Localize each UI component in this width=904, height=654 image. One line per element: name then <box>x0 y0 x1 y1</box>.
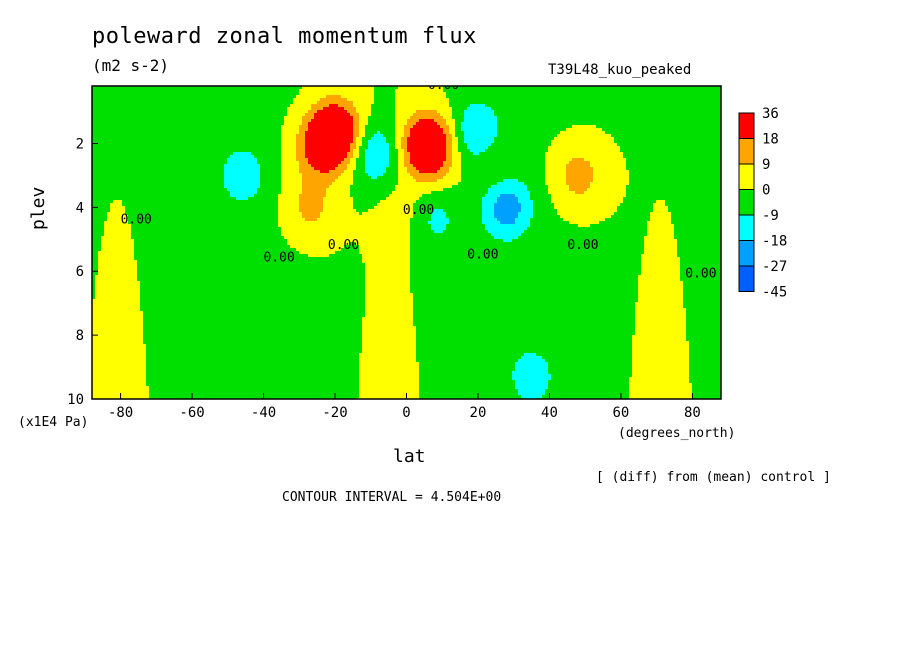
colorbar-swatch <box>739 190 754 216</box>
colorbar: 36 18 9 0 -9 -18 -27 -45 <box>739 106 787 301</box>
x-tick-label: 20 <box>470 405 487 421</box>
colorbar-label: 18 <box>762 132 779 148</box>
colorbar-label: -9 <box>762 208 779 224</box>
colorbar-label: 9 <box>762 157 770 173</box>
contour-label: 0.00 <box>567 238 598 253</box>
colorbar-swatch <box>739 241 754 267</box>
y-tick-label: 6 <box>76 264 84 280</box>
x-tick-label: 40 <box>541 405 558 421</box>
contour-label: 0.00 <box>121 212 152 227</box>
contour-label: 0.00 <box>264 251 295 266</box>
y-tick-label: 2 <box>76 136 84 152</box>
colorbar-label: -45 <box>762 285 787 301</box>
colorbar-swatch <box>739 266 754 292</box>
colorbar-label: 0 <box>762 183 770 199</box>
colorbar-label: -18 <box>762 234 787 250</box>
contour-label: 0.00 <box>403 203 434 218</box>
contour-label: 0.00 <box>328 238 359 253</box>
x-tick-label: -20 <box>322 405 347 421</box>
x-tick-label: -80 <box>108 405 133 421</box>
contour-label: 0.00 <box>467 247 498 262</box>
colorbar-swatch <box>739 164 754 190</box>
contour-label: 0.00 <box>685 267 716 282</box>
x-tick-label: 0 <box>402 405 410 421</box>
y-tick-label: 10 <box>67 392 84 408</box>
colorbar-label: -27 <box>762 259 787 275</box>
x-tick-label: 80 <box>684 405 701 421</box>
contour-field <box>92 86 722 401</box>
x-tick-label: -60 <box>179 405 204 421</box>
colorbar-swatch <box>739 139 754 165</box>
y-tick-label: 8 <box>76 328 84 344</box>
x-tick-label: 60 <box>613 405 630 421</box>
colorbar-label: 36 <box>762 106 779 122</box>
x-tick-label: -40 <box>251 405 276 421</box>
colorbar-swatch <box>739 215 754 241</box>
colorbar-swatch <box>739 113 754 139</box>
y-tick-label: 4 <box>76 200 84 216</box>
